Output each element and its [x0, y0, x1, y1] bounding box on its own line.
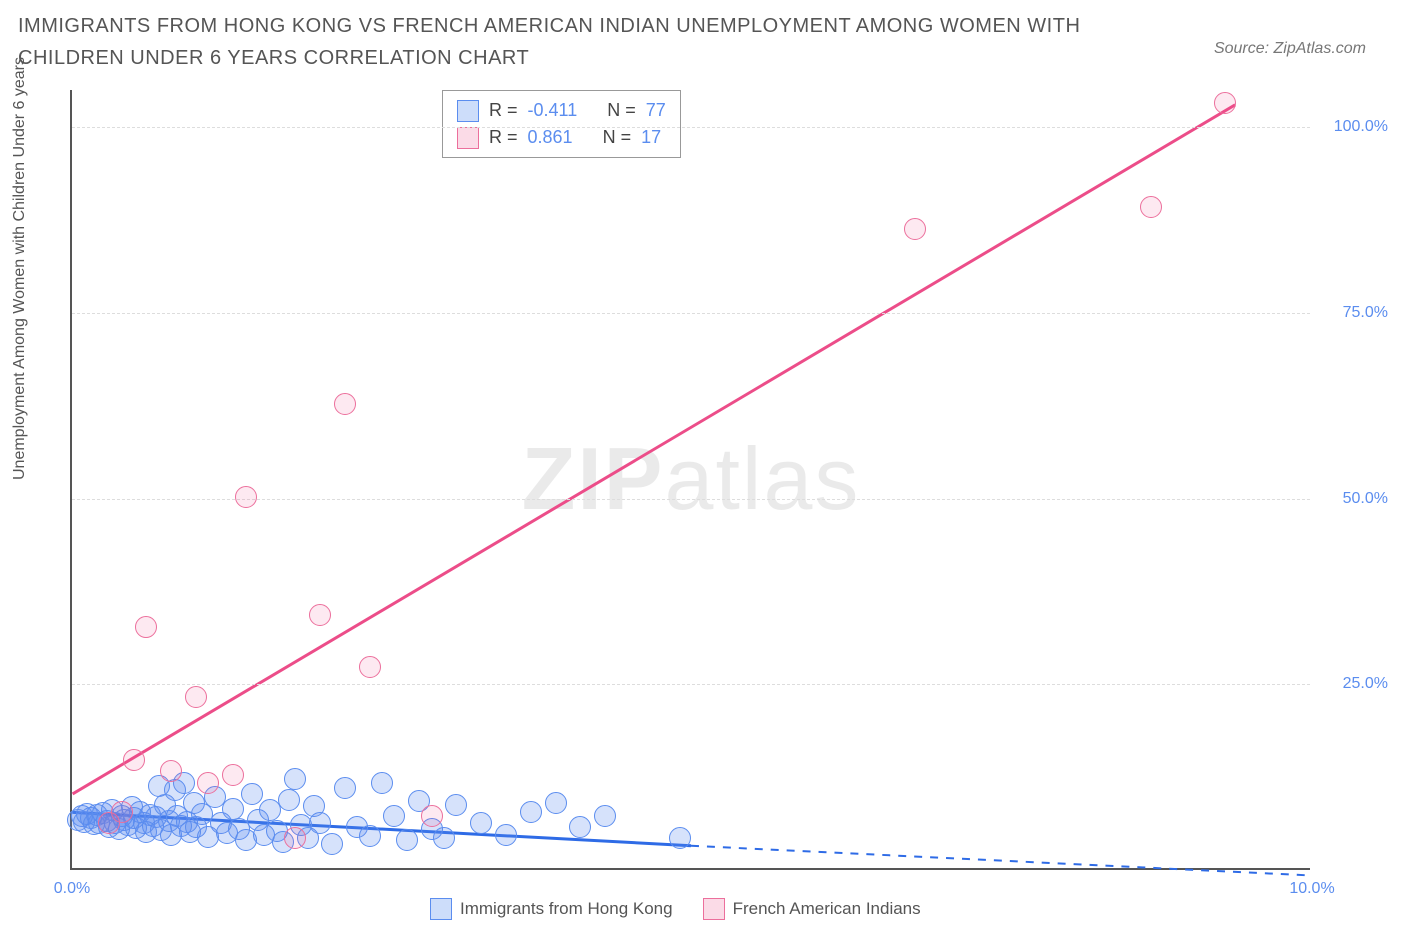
data-point [135, 616, 157, 638]
data-point [284, 827, 306, 849]
data-point [383, 805, 405, 827]
x-tick-label: 0.0% [54, 880, 90, 898]
gridline [72, 313, 1310, 314]
legend-label: Immigrants from Hong Kong [460, 899, 673, 919]
data-point [421, 805, 443, 827]
data-point [309, 812, 331, 834]
data-point [334, 393, 356, 415]
legend-label: French American Indians [733, 899, 921, 919]
stats-row: R = -0.411 N = 77 [457, 97, 666, 124]
y-axis-label: Unemployment Among Women with Children U… [11, 57, 29, 480]
data-point [197, 772, 219, 794]
data-point [359, 825, 381, 847]
data-point [241, 783, 263, 805]
y-tick-label: 25.0% [1343, 675, 1388, 693]
trend-line [73, 105, 1236, 794]
y-tick-label: 100.0% [1334, 118, 1388, 136]
data-point [284, 768, 306, 790]
gridline [72, 684, 1310, 685]
data-point [309, 604, 331, 626]
data-point [1214, 92, 1236, 114]
data-point [520, 801, 542, 823]
data-point [111, 801, 133, 823]
data-point [321, 833, 343, 855]
chart-title: IMMIGRANTS FROM HONG KONG VS FRENCH AMER… [18, 10, 1098, 74]
data-point [445, 794, 467, 816]
correlation-stats-box: R =-0.411N =77R = 0.861N =17 [442, 90, 681, 158]
legend: Immigrants from Hong Kong French American… [430, 898, 921, 920]
data-point [334, 777, 356, 799]
data-point [669, 827, 691, 849]
data-point [470, 812, 492, 834]
stat-r-label: R = [489, 97, 518, 124]
gridline [72, 127, 1310, 128]
stat-r-value: -0.411 [528, 97, 578, 124]
stat-n-value: 77 [646, 97, 666, 124]
trend-line-extrapolated [691, 846, 1309, 876]
x-tick-label: 10.0% [1289, 880, 1334, 898]
gridline [72, 499, 1310, 500]
data-point [433, 827, 455, 849]
data-point [278, 789, 300, 811]
data-point [569, 816, 591, 838]
data-point [160, 760, 182, 782]
data-point [1140, 196, 1162, 218]
data-point [904, 218, 926, 240]
legend-item: Immigrants from Hong Kong [430, 898, 673, 920]
y-tick-label: 75.0% [1343, 304, 1388, 322]
data-point [396, 829, 418, 851]
legend-swatch-icon [703, 898, 725, 920]
data-point [235, 486, 257, 508]
data-point [222, 798, 244, 820]
stat-n-label: N = [607, 97, 636, 124]
data-point [222, 764, 244, 786]
data-point [185, 686, 207, 708]
y-tick-label: 50.0% [1343, 490, 1388, 508]
data-point [123, 749, 145, 771]
trend-lines-layer [72, 90, 1310, 868]
data-point [359, 656, 381, 678]
data-point [371, 772, 393, 794]
chart-plot-area: ZIPatlas R =-0.411N =77R = 0.861N =17 25… [70, 90, 1310, 870]
legend-item: French American Indians [703, 898, 921, 920]
legend-swatch-icon [457, 100, 479, 122]
data-point [594, 805, 616, 827]
legend-swatch-icon [457, 127, 479, 149]
source-attribution: Source: ZipAtlas.com [1214, 40, 1366, 58]
data-point [545, 792, 567, 814]
data-point [495, 824, 517, 846]
legend-swatch-icon [430, 898, 452, 920]
